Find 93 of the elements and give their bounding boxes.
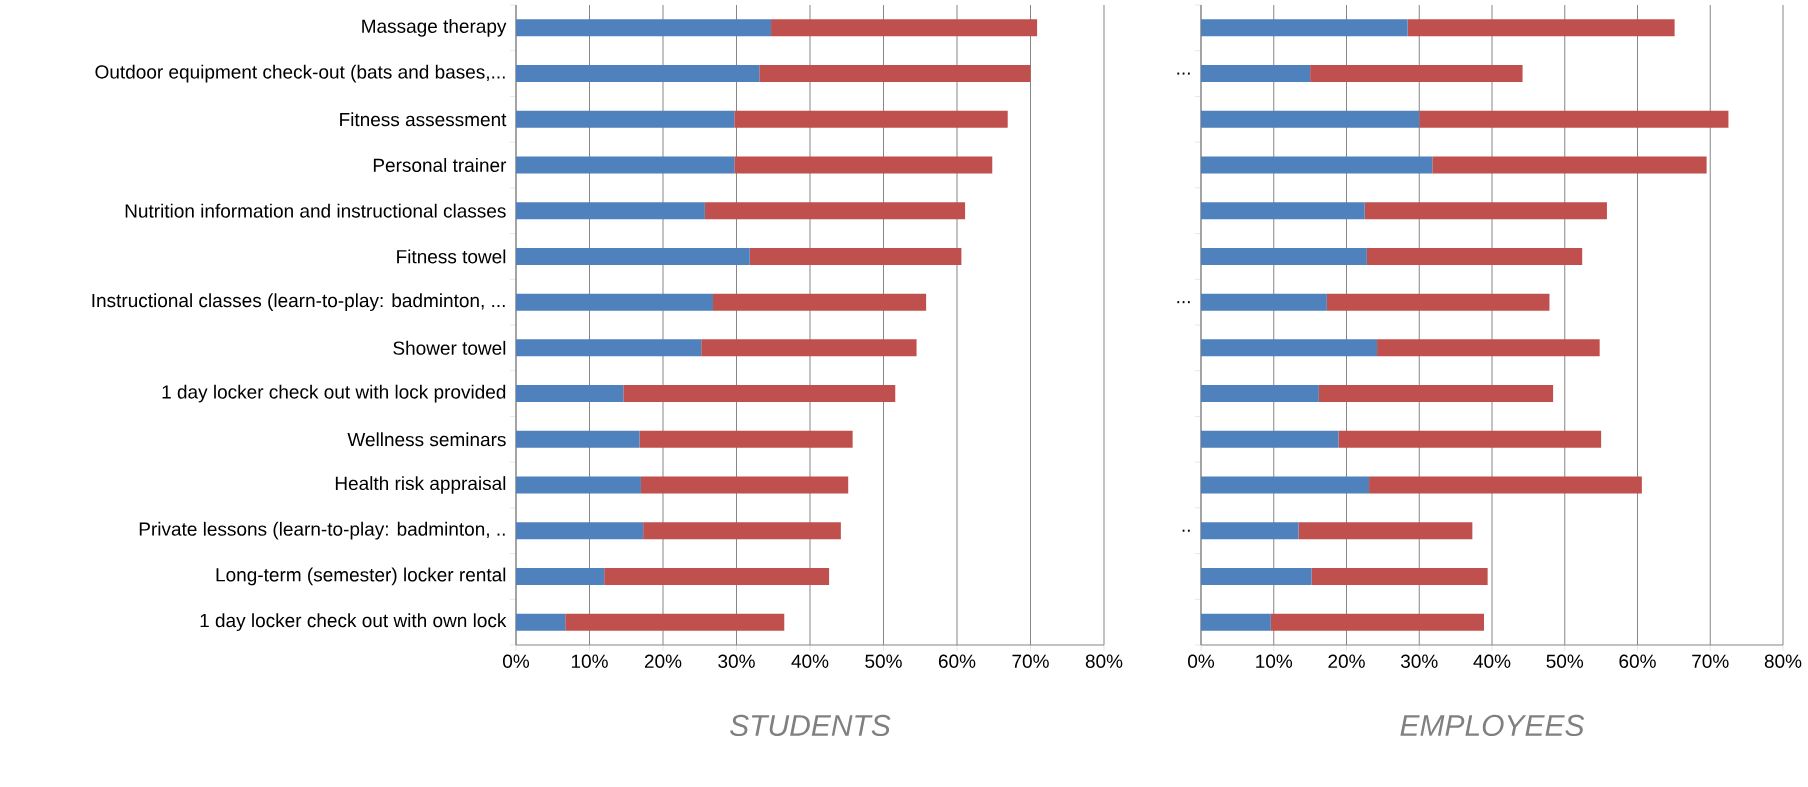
bar	[623, 385, 896, 403]
y-tick-label: Fitness assessment	[340, 112, 507, 127]
bar	[1201, 293, 1327, 311]
x-tick-label: 60%	[938, 654, 976, 668]
bar	[1377, 339, 1600, 357]
bar	[771, 19, 1038, 37]
bar	[516, 430, 640, 448]
y-tick-label: Private lessons (learn-to-play: badminton, ..	[139, 521, 505, 540]
y-tick-label: Nutrition information and instructional classes	[125, 203, 506, 218]
y-tick-label: 1 day locker check out with own lock	[200, 613, 507, 631]
bar	[516, 567, 605, 585]
x-tick-label: 20%	[1328, 654, 1365, 668]
y-tick-label: ...	[1177, 72, 1190, 75]
bar	[516, 339, 702, 357]
x-tick-label: 30%	[1400, 654, 1438, 668]
bar	[640, 476, 849, 494]
bar	[1310, 65, 1523, 83]
y-tick-label: Personal trainer	[373, 158, 507, 172]
bar	[1369, 476, 1642, 494]
bar	[1201, 202, 1365, 220]
bar	[1201, 430, 1339, 448]
x-tick-label: 40%	[791, 654, 829, 668]
bar	[1364, 202, 1607, 220]
x-axis-title: STUDENTS	[730, 714, 891, 737]
bar	[1201, 613, 1271, 631]
bar	[704, 202, 966, 220]
bar	[701, 339, 917, 357]
bar	[759, 65, 1031, 83]
x-tick-label: 10%	[571, 654, 608, 668]
bar	[1201, 65, 1311, 83]
x-tick-label: 50%	[1546, 654, 1584, 668]
x-tick-label: 50%	[865, 654, 902, 668]
x-tick-label: 0%	[503, 654, 530, 668]
x-tick-label: 70%	[1012, 654, 1049, 668]
x-tick-label: 70%	[1692, 654, 1729, 668]
bar	[516, 522, 644, 540]
x-tick-label: 0%	[1188, 654, 1215, 668]
bar	[712, 293, 927, 311]
y-tick-label: Shower towel	[393, 340, 506, 355]
bar	[516, 247, 750, 265]
bar	[1201, 247, 1367, 265]
bar	[1432, 156, 1707, 174]
y-tick-label: Health risk appraisal	[335, 476, 506, 494]
bar	[516, 293, 713, 311]
x-tick-label: 40%	[1473, 654, 1511, 668]
bar	[516, 156, 735, 174]
x-tick-label: 80%	[1085, 654, 1123, 668]
x-tick-label: 80%	[1764, 654, 1802, 668]
bar	[1318, 385, 1554, 403]
bar	[749, 247, 962, 265]
x-tick-label: 20%	[644, 654, 682, 668]
bar	[1201, 385, 1319, 403]
bar	[1338, 430, 1602, 448]
bar	[1407, 19, 1675, 37]
y-tick-label: Outdoor equipment check-out (bats and bases,...	[95, 64, 505, 83]
bar	[516, 202, 705, 220]
bar	[734, 110, 1008, 128]
bar	[643, 522, 841, 540]
bar	[1201, 339, 1378, 357]
bar	[516, 110, 735, 128]
bar	[516, 476, 641, 494]
bar	[1201, 156, 1433, 174]
bar	[516, 613, 566, 631]
bar	[516, 19, 772, 37]
y-tick-label: Wellness seminars	[347, 432, 506, 447]
x-axis-title: EMPLOYEES	[1400, 714, 1585, 737]
bar	[1201, 110, 1420, 128]
bar	[604, 567, 830, 585]
bar	[1270, 613, 1484, 631]
bar	[1366, 247, 1583, 265]
x-tick-label: 10%	[1256, 654, 1293, 668]
y-tick-label: Instructional classes (learn-to-play: badminton, ...	[92, 293, 505, 311]
bar	[565, 613, 785, 631]
y-tick-label: Fitness towel	[397, 249, 506, 264]
bar	[1201, 476, 1370, 494]
y-tick-label: ...	[1177, 301, 1190, 304]
bar	[516, 65, 760, 83]
y-tick-label: ..	[1182, 529, 1190, 532]
bar	[1326, 293, 1550, 311]
bar	[516, 385, 624, 403]
bar	[1201, 522, 1299, 540]
bar	[1311, 567, 1488, 585]
bar	[1201, 567, 1312, 585]
bar	[639, 430, 853, 448]
x-tick-label: 30%	[718, 654, 755, 668]
x-tick-label: 60%	[1619, 654, 1656, 668]
bar	[1298, 522, 1473, 540]
y-tick-label: Long-term (semester) locker rental	[216, 567, 506, 586]
bar	[1419, 110, 1729, 128]
bar	[734, 156, 993, 174]
y-tick-label: 1 day locker check out with lock provided	[162, 384, 506, 403]
y-tick-label: Massage therapy	[362, 19, 507, 37]
bar	[1201, 19, 1408, 37]
